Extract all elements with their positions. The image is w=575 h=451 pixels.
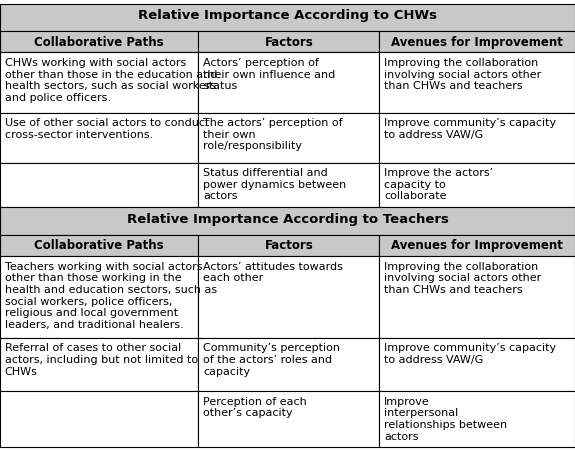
Text: Community’s perception
of the actors’ roles and
capacity: Community’s perception of the actors’ ro…: [203, 343, 340, 376]
Bar: [0, 53, 198, 113]
Bar: [380, 338, 575, 391]
Bar: [0, 5, 575, 32]
Bar: [198, 391, 380, 447]
Text: Perception of each
other’s capacity: Perception of each other’s capacity: [203, 396, 306, 418]
Bar: [0, 113, 198, 163]
Bar: [198, 235, 380, 257]
Bar: [380, 235, 575, 257]
Bar: [198, 257, 380, 338]
Bar: [380, 32, 575, 53]
Bar: [198, 113, 380, 163]
Bar: [0, 235, 198, 257]
Text: Use of other social actors to conduct
cross-sector interventions.: Use of other social actors to conduct cr…: [5, 118, 209, 139]
Bar: [0, 338, 198, 391]
Text: The actors’ perception of
their own
role/responsibility: The actors’ perception of their own role…: [203, 118, 343, 151]
Text: Avenues for Improvement: Avenues for Improvement: [392, 36, 563, 49]
Bar: [198, 338, 380, 391]
Text: Collaborative Paths: Collaborative Paths: [34, 239, 164, 252]
Bar: [0, 32, 198, 53]
Bar: [0, 257, 198, 338]
Bar: [380, 113, 575, 163]
Bar: [198, 32, 380, 53]
Bar: [0, 391, 198, 447]
Bar: [380, 163, 575, 208]
Bar: [380, 257, 575, 338]
Text: CHWs working with social actors
other than those in the education and
health sec: CHWs working with social actors other th…: [5, 58, 217, 102]
Text: Improve the actors’
capacity to
collaborate: Improve the actors’ capacity to collabor…: [384, 168, 493, 201]
Bar: [380, 391, 575, 447]
Text: Improve community’s capacity
to address VAW/G: Improve community’s capacity to address …: [384, 118, 556, 139]
Bar: [0, 208, 575, 235]
Text: Improve community’s capacity
to address VAW/G: Improve community’s capacity to address …: [384, 343, 556, 364]
Bar: [380, 53, 575, 113]
Bar: [198, 53, 380, 113]
Text: Teachers working with social actors
other than those working in the
health and e: Teachers working with social actors othe…: [5, 261, 217, 329]
Text: Collaborative Paths: Collaborative Paths: [34, 36, 164, 49]
Bar: [198, 163, 380, 208]
Text: Actors’ perception of
their own influence and
status: Actors’ perception of their own influenc…: [203, 58, 335, 91]
Text: Improving the collaboration
involving social actors other
than CHWs and teachers: Improving the collaboration involving so…: [384, 58, 541, 91]
Text: Status differential and
power dynamics between
actors: Status differential and power dynamics b…: [203, 168, 346, 201]
Text: Relative Importance According to Teachers: Relative Importance According to Teacher…: [126, 212, 449, 226]
Text: Improving the collaboration
involving social actors other
than CHWs and teachers: Improving the collaboration involving so…: [384, 261, 541, 295]
Text: Factors: Factors: [264, 239, 313, 252]
Text: Avenues for Improvement: Avenues for Improvement: [392, 239, 563, 252]
Bar: [0, 163, 198, 208]
Text: Actors’ attitudes towards
each other: Actors’ attitudes towards each other: [203, 261, 343, 283]
Text: Improve
interpersonal
relationships between
actors: Improve interpersonal relationships betw…: [384, 396, 507, 441]
Text: Referral of cases to other social
actors, including but not limited to
CHWs: Referral of cases to other social actors…: [5, 343, 198, 376]
Text: Relative Importance According to CHWs: Relative Importance According to CHWs: [138, 9, 437, 22]
Text: Factors: Factors: [264, 36, 313, 49]
